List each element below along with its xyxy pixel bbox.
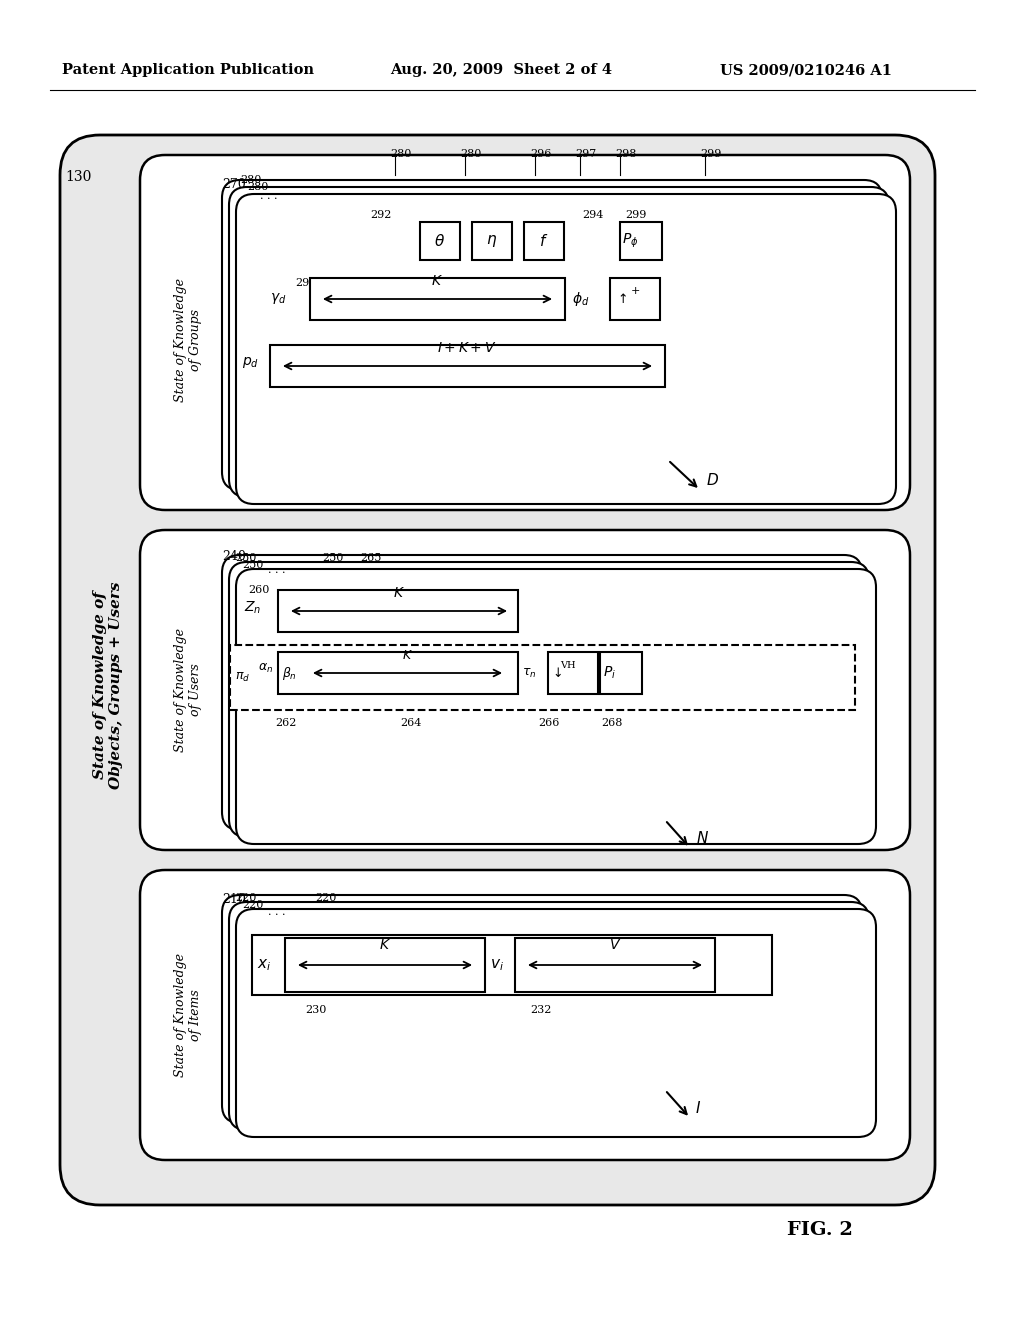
Bar [278, 652, 518, 694]
FancyBboxPatch shape [236, 909, 876, 1137]
Bar [515, 939, 715, 993]
Bar [230, 645, 855, 710]
FancyBboxPatch shape [60, 135, 935, 1205]
Text: $\alpha_n$: $\alpha_n$ [258, 661, 273, 675]
Bar [524, 222, 564, 260]
Text: Patent Application Publication: Patent Application Publication [62, 63, 314, 77]
Text: State of Knowledge
of Users: State of Knowledge of Users [174, 628, 202, 752]
Bar [548, 652, 598, 694]
Text: $\downarrow$: $\downarrow$ [550, 667, 562, 680]
Text: 290: 290 [295, 279, 316, 288]
Text: State of Knowledge
of Groups: State of Knowledge of Groups [174, 279, 202, 403]
Text: $f$: $f$ [540, 234, 549, 249]
Text: 299: 299 [700, 149, 721, 158]
Text: $K$: $K$ [402, 649, 414, 663]
Text: 264: 264 [400, 718, 421, 729]
Text: $K$: $K$ [393, 586, 406, 601]
Bar [252, 935, 772, 995]
Text: 270: 270 [222, 178, 246, 191]
FancyBboxPatch shape [222, 180, 882, 490]
Text: 260: 260 [248, 585, 269, 595]
Text: 210: 210 [222, 894, 246, 906]
Bar [310, 279, 565, 319]
Text: $v_i$: $v_i$ [490, 957, 504, 973]
Text: Aug. 20, 2009  Sheet 2 of 4: Aug. 20, 2009 Sheet 2 of 4 [390, 63, 612, 77]
Text: $\pi_d$: $\pi_d$ [234, 671, 250, 684]
FancyBboxPatch shape [140, 531, 910, 850]
Text: . . .: . . . [268, 565, 286, 576]
Bar [472, 222, 512, 260]
Text: $\gamma_d$: $\gamma_d$ [270, 290, 287, 305]
Text: 232: 232 [530, 1005, 551, 1015]
Text: . . .: . . . [268, 907, 286, 917]
Text: VH: VH [560, 660, 575, 669]
Text: 296: 296 [530, 149, 551, 158]
Text: 265: 265 [360, 553, 381, 564]
Text: 262: 262 [275, 718, 296, 729]
Text: $V$: $V$ [609, 939, 622, 952]
Text: $D$: $D$ [706, 473, 719, 488]
Bar [600, 652, 642, 694]
FancyBboxPatch shape [222, 554, 862, 830]
Text: $N$: $N$ [696, 830, 709, 846]
FancyBboxPatch shape [229, 902, 869, 1130]
Text: $P_\phi$: $P_\phi$ [622, 232, 639, 251]
FancyBboxPatch shape [236, 194, 896, 504]
Text: 297: 297 [575, 149, 596, 158]
Text: 266: 266 [538, 718, 559, 729]
FancyBboxPatch shape [222, 895, 862, 1123]
Text: $\phi_d$: $\phi_d$ [572, 290, 590, 308]
Text: $P_i$: $P_i$ [603, 665, 616, 681]
Text: $I$: $I$ [695, 1100, 701, 1115]
Text: FIG. 2: FIG. 2 [787, 1221, 853, 1239]
Text: 298: 298 [615, 149, 636, 158]
FancyBboxPatch shape [140, 154, 910, 510]
Text: $\theta$: $\theta$ [434, 234, 445, 249]
Text: $\uparrow$: $\uparrow$ [615, 292, 628, 306]
Text: 250: 250 [322, 553, 343, 564]
Bar [420, 222, 460, 260]
Text: 230: 230 [305, 1005, 327, 1015]
Text: $\eta$: $\eta$ [486, 234, 498, 249]
Text: $x_i$: $x_i$ [257, 957, 271, 973]
FancyBboxPatch shape [229, 187, 889, 498]
Text: $K$: $K$ [431, 275, 443, 288]
Text: 292: 292 [370, 210, 391, 220]
Text: 250: 250 [234, 553, 256, 564]
Text: 220: 220 [315, 894, 336, 903]
Text: . . .: . . . [260, 191, 278, 201]
Text: 280: 280 [390, 149, 412, 158]
Text: State of Knowledge
of Items: State of Knowledge of Items [174, 953, 202, 1077]
Text: 280: 280 [460, 149, 481, 158]
FancyBboxPatch shape [236, 569, 876, 843]
Text: US 2009/0210246 A1: US 2009/0210246 A1 [720, 63, 892, 77]
Bar [278, 590, 518, 632]
Text: 220: 220 [242, 900, 263, 909]
Text: 294: 294 [582, 210, 603, 220]
Text: $+$: $+$ [630, 285, 640, 297]
FancyBboxPatch shape [140, 870, 910, 1160]
Text: 280: 280 [247, 182, 268, 191]
Text: $p_d$: $p_d$ [242, 355, 259, 371]
Text: 280: 280 [240, 176, 261, 185]
Text: 130: 130 [65, 170, 91, 183]
Text: $Z_n$: $Z_n$ [244, 599, 261, 616]
Text: 250: 250 [242, 560, 263, 570]
Text: $I + K + V$: $I + K + V$ [437, 341, 497, 355]
Text: $K$: $K$ [379, 939, 391, 952]
Text: 299: 299 [625, 210, 646, 220]
Bar [620, 222, 662, 260]
Text: 268: 268 [601, 718, 623, 729]
Text: State of Knowledge of
Objects, Groups + Users: State of Knowledge of Objects, Groups + … [93, 581, 123, 789]
Text: 240: 240 [222, 550, 246, 564]
Text: 220: 220 [234, 894, 256, 903]
Bar [270, 345, 665, 387]
Bar [285, 939, 485, 993]
Text: $\beta_n$: $\beta_n$ [282, 664, 297, 681]
Text: $\tau_n$: $\tau_n$ [522, 667, 537, 680]
FancyBboxPatch shape [229, 562, 869, 837]
Bar [610, 279, 660, 319]
